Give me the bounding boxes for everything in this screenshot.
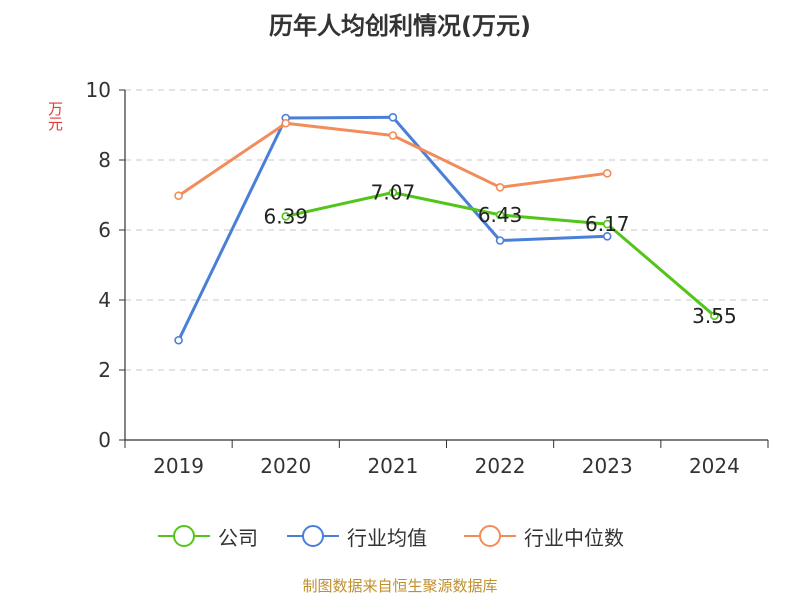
x-tick-label: 2019 [153, 454, 204, 478]
x-tick-label: 2023 [582, 454, 633, 478]
data-point [710, 311, 719, 321]
legend-label: 行业中位数 [524, 525, 624, 550]
y-tick-label: 6 [98, 218, 111, 242]
y-tick-label: 4 [98, 288, 111, 312]
x-tick-label: 2022 [475, 454, 526, 478]
y-tick-label: 8 [98, 148, 111, 172]
legend-swatch [287, 525, 339, 547]
legend: 公司 行业均值 行业中位数 [0, 518, 800, 554]
data-point [602, 232, 612, 241]
x-tick-label: 2024 [689, 454, 740, 478]
data-point [281, 118, 291, 128]
data-source-note: 制图数据来自恒生聚源数据库 [302, 577, 498, 595]
x-tick-label: 2020 [260, 454, 311, 478]
legend-label: 公司 [218, 525, 258, 550]
data-label: 3.55 [692, 304, 737, 328]
y-tick-label: 10 [86, 78, 111, 102]
data-point [174, 335, 183, 345]
data-label: 6.17 [585, 212, 630, 236]
legend-item[interactable]: 行业均值 [287, 518, 427, 554]
data-point [495, 236, 505, 245]
legend-swatch [464, 525, 516, 547]
data-label: 6.39 [263, 204, 308, 228]
data-point [388, 113, 398, 122]
x-tick-label: 2021 [367, 454, 418, 478]
chart-title: 历年人均创利情况(万元) [269, 12, 531, 40]
data-point [388, 131, 398, 140]
y-tick-label: 0 [98, 428, 111, 452]
y-tick-label: 2 [98, 358, 111, 382]
legend-item[interactable]: 公司 [158, 518, 258, 554]
data-label: 7.07 [371, 181, 416, 205]
data-point [281, 212, 291, 221]
data-point [602, 219, 612, 229]
legend-item[interactable]: 行业中位数 [464, 518, 624, 554]
data-label: 6.43 [478, 203, 523, 227]
data-point [174, 191, 183, 200]
data-point [602, 169, 612, 178]
data-point [495, 210, 505, 220]
data-point [388, 188, 398, 197]
legend-swatch [158, 525, 210, 547]
legend-label: 行业均值 [347, 525, 427, 550]
y-axis-unit: 万元 [48, 100, 64, 133]
data-point [495, 183, 505, 192]
